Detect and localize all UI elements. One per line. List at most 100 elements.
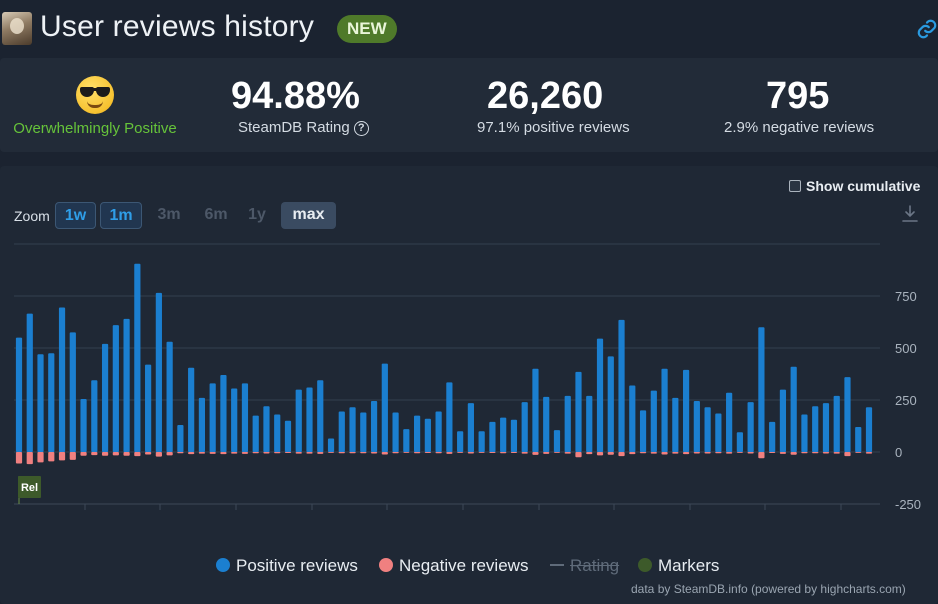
positive-bar[interactable] — [48, 353, 55, 452]
positive-bar[interactable] — [392, 412, 399, 452]
positive-bar[interactable] — [661, 368, 668, 452]
negative-bar[interactable] — [457, 452, 464, 453]
negative-bar[interactable] — [263, 452, 270, 454]
negative-bar[interactable] — [145, 452, 152, 455]
negative-bar[interactable] — [779, 452, 787, 454]
negative-bar[interactable] — [424, 452, 431, 454]
negative-bar[interactable] — [510, 452, 518, 454]
negative-bar[interactable] — [166, 452, 173, 456]
negative-bar[interactable] — [360, 452, 367, 454]
legend-positive[interactable]: Positive reviews — [216, 556, 358, 576]
positive-bar[interactable] — [639, 410, 647, 452]
negative-bar[interactable] — [639, 452, 647, 454]
positive-bar[interactable] — [220, 375, 227, 452]
negative-bar[interactable] — [865, 452, 873, 454]
positive-bar[interactable] — [317, 380, 324, 452]
positive-bar[interactable] — [629, 385, 636, 452]
negative-bar[interactable] — [801, 452, 808, 454]
zoom-3m-button[interactable]: 3m — [157, 206, 181, 223]
positive-bar[interactable] — [489, 421, 496, 452]
positive-bar[interactable] — [865, 407, 873, 452]
negative-bar[interactable] — [747, 452, 754, 454]
positive-bar[interactable] — [532, 368, 539, 452]
positive-bar[interactable] — [553, 430, 561, 452]
positive-bar[interactable] — [779, 389, 787, 452]
negative-bar[interactable] — [596, 452, 604, 456]
positive-bar[interactable] — [650, 390, 657, 452]
positive-bar[interactable] — [338, 411, 345, 452]
negative-bar[interactable] — [855, 452, 862, 453]
positive-bar[interactable] — [607, 356, 614, 452]
positive-bar[interactable] — [833, 395, 840, 452]
positive-bar[interactable] — [188, 367, 195, 452]
positive-bar[interactable] — [596, 338, 604, 452]
positive-bar[interactable] — [844, 377, 851, 452]
negative-bar[interactable] — [198, 452, 206, 454]
negative-bar[interactable] — [532, 452, 539, 455]
negative-bar[interactable] — [26, 452, 33, 465]
negative-bar[interactable] — [822, 452, 830, 454]
positive-bar[interactable] — [446, 382, 453, 452]
positive-bar[interactable] — [134, 263, 141, 452]
negative-bar[interactable] — [241, 452, 249, 454]
positive-bar[interactable] — [284, 420, 292, 452]
positive-bar[interactable] — [801, 414, 808, 452]
negative-bar[interactable] — [467, 452, 474, 454]
legend-rating[interactable]: Rating — [550, 556, 619, 576]
positive-bar[interactable] — [58, 307, 66, 452]
negative-bar[interactable] — [112, 452, 119, 456]
positive-bar[interactable] — [198, 397, 206, 452]
positive-bar[interactable] — [91, 380, 98, 452]
negative-bar[interactable] — [521, 452, 528, 454]
positive-bar[interactable] — [564, 395, 571, 452]
negative-bar[interactable] — [564, 452, 571, 454]
positive-bar[interactable] — [543, 396, 550, 452]
positive-bar[interactable] — [467, 403, 474, 452]
positive-bar[interactable] — [166, 341, 173, 452]
positive-bar[interactable] — [231, 388, 238, 452]
positive-bar[interactable] — [618, 319, 625, 452]
game-thumbnail[interactable] — [2, 12, 32, 45]
positive-bar[interactable] — [693, 401, 700, 452]
negative-bar[interactable] — [607, 452, 614, 455]
positive-bar[interactable] — [758, 327, 765, 452]
positive-bar[interactable] — [500, 417, 507, 452]
negative-bar[interactable] — [414, 452, 421, 454]
negative-bar[interactable] — [769, 452, 776, 454]
positive-bar[interactable] — [403, 429, 410, 452]
release-marker[interactable] — [18, 476, 41, 498]
zoom-1w-button[interactable]: 1w — [55, 202, 96, 229]
positive-bar[interactable] — [682, 369, 690, 452]
zoom-1m-button[interactable]: 1m — [100, 202, 142, 229]
positive-bar[interactable] — [295, 389, 302, 452]
negative-bar[interactable] — [478, 452, 485, 453]
help-icon[interactable]: ? — [353, 121, 369, 136]
credits[interactable]: data by SteamDB.info (powered by highcha… — [631, 582, 906, 596]
negative-bar[interactable] — [101, 452, 109, 456]
negative-bar[interactable] — [381, 452, 388, 455]
positive-bar[interactable] — [26, 313, 33, 452]
negative-bar[interactable] — [500, 452, 507, 454]
positive-bar[interactable] — [252, 415, 259, 452]
negative-bar[interactable] — [317, 452, 324, 454]
negative-bar[interactable] — [812, 452, 819, 454]
negative-bar[interactable] — [274, 452, 281, 454]
negative-bar[interactable] — [661, 452, 668, 455]
download-icon[interactable] — [900, 204, 920, 224]
positive-bar[interactable] — [37, 354, 44, 452]
negative-bar[interactable] — [543, 452, 550, 454]
positive-bar[interactable] — [101, 343, 109, 452]
negative-bar[interactable] — [715, 452, 722, 454]
zoom-max-button[interactable]: max — [281, 202, 336, 229]
negative-bar[interactable] — [790, 452, 797, 455]
positive-bar[interactable] — [370, 401, 378, 452]
positive-bar[interactable] — [349, 407, 356, 452]
legend-negative[interactable]: Negative reviews — [379, 556, 528, 576]
negative-bar[interactable] — [349, 452, 356, 454]
positive-bar[interactable] — [521, 402, 528, 452]
positive-bar[interactable] — [457, 431, 464, 452]
positive-bar[interactable] — [790, 366, 797, 452]
positive-bar[interactable] — [155, 292, 162, 452]
negative-bar[interactable] — [327, 452, 335, 453]
negative-bar[interactable] — [704, 452, 711, 454]
